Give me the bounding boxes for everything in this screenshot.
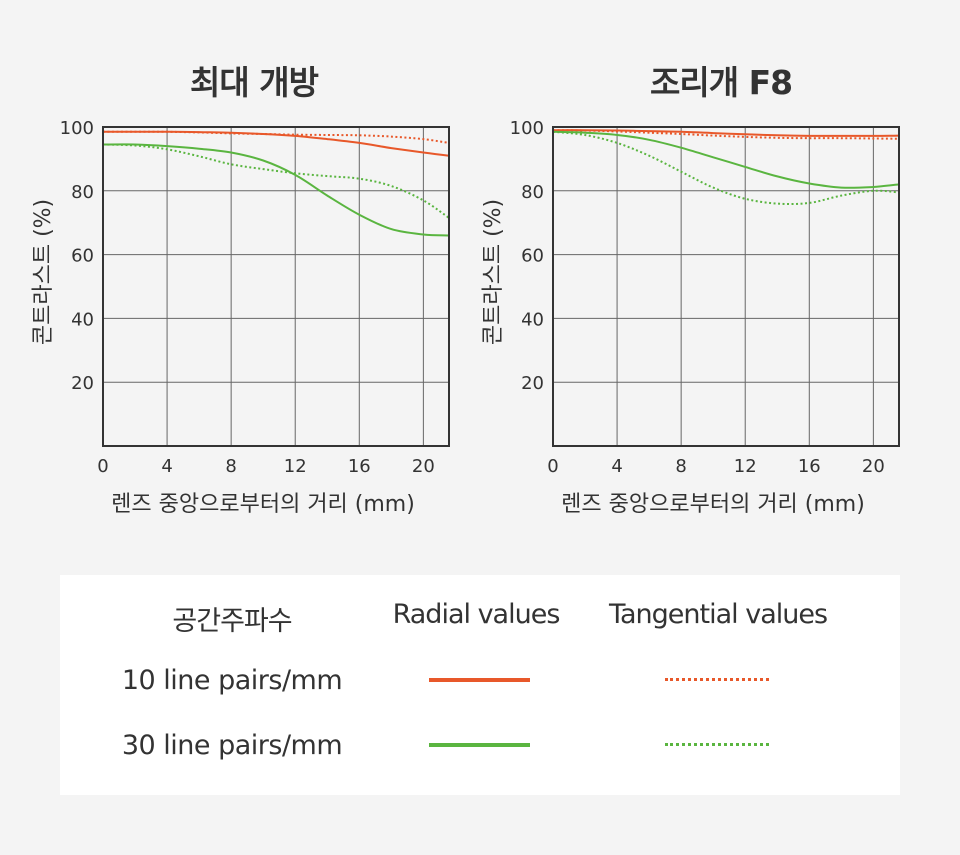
legend-header-radial: Radial values [392,599,561,630]
legend-30lp-tangential-line [665,743,769,746]
x-tick-label: 4 [611,456,622,477]
plot-frame [552,126,900,447]
x-tick-label: 0 [97,456,108,477]
y-axis-label: 콘트라스트 (%) [481,199,506,345]
y-axis-label: 콘트라스트 (%) [31,199,56,345]
series-line-r10 [103,130,450,157]
y-tick-label: 100 [510,118,544,139]
legend-30lp-radial-line [429,743,530,747]
series-line-r10 [552,129,900,137]
legend-row-10lp-label: 10 line pairs/mm [121,665,343,696]
x-axis-label: 렌즈 중앙으로부터의 거리 (mm) [111,492,415,517]
series-line-t30 [102,143,450,219]
series-line-r30 [102,143,450,237]
chart-panel-max-aperture: 최대 개방 0 4 8 12 16 20 20 40 60 80 100 렌즈 중앙으로부터의 거리 … [0,0,480,540]
y-tick-label: 20 [71,373,94,394]
y-tick-label: 60 [71,246,94,267]
plot-frame [102,126,450,447]
series-line-t10 [103,130,450,144]
legend-10lp-tangential-line [665,678,769,681]
y-tick-label: 80 [71,182,94,203]
x-tick-label: 20 [862,456,885,477]
legend-row-30lp-label: 30 line pairs/mm [121,730,343,761]
y-tick-label: 20 [521,373,544,394]
legend: 공간주파수 Radial values Tangential values 10… [60,575,900,795]
series-line-r30 [552,130,900,189]
x-tick-label: 4 [161,456,172,477]
y-tick-label: 40 [521,309,544,330]
chart-title: 조리개 F8 [650,63,793,102]
x-tick-label: 16 [798,456,821,477]
y-tick-label: 40 [71,309,94,330]
series-line-t10 [552,129,900,140]
chart-panel-f8: 조리개 F8 0 4 8 12 16 20 20 40 60 80 100 렌즈 중앙으로부터의 거리… [450,0,930,540]
x-tick-label: 0 [547,456,558,477]
mtf-chart-max-aperture: 0 4 8 12 16 20 20 40 60 80 100 렌즈 중앙으로부터의 거리 (mm) 콘트… [31,118,450,517]
x-tick-label: 8 [675,456,686,477]
x-tick-label: 16 [348,456,371,477]
y-tick-label: 80 [521,182,544,203]
legend-header-frequency: 공간주파수 [172,606,292,637]
x-tick-label: 12 [284,456,307,477]
mtf-chart-f8: 0 4 8 12 16 20 20 40 60 80 100 렌즈 중앙으로부터의 거리 (mm) 콘트… [481,118,900,517]
x-tick-label: 8 [225,456,236,477]
chart-title: 최대 개방 [190,63,319,102]
series-line-t30 [552,130,900,206]
y-tick-label: 60 [521,246,544,267]
x-tick-label: 20 [412,456,435,477]
x-axis-label: 렌즈 중앙으로부터의 거리 (mm) [561,492,865,517]
x-tick-label: 12 [734,456,757,477]
legend-header-tangential: Tangential values [608,599,828,630]
y-tick-label: 100 [60,118,94,139]
legend-10lp-radial-line [429,678,530,682]
